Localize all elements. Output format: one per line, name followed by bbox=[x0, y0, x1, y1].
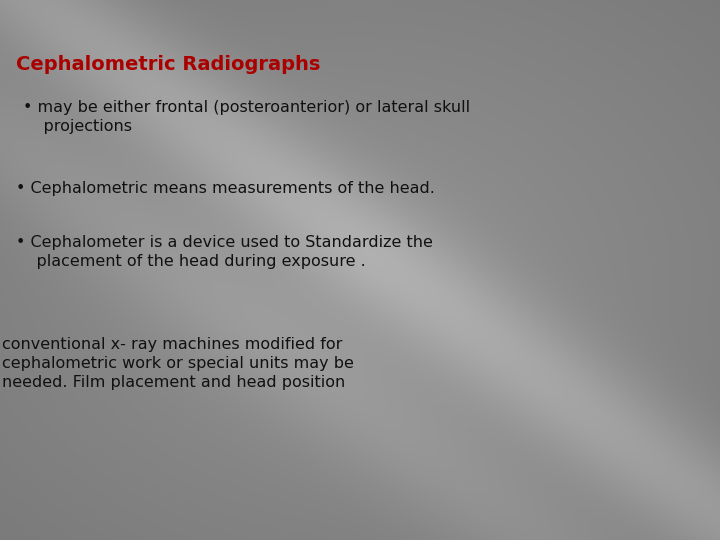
Text: • Cephalometric means measurements of the head.: • Cephalometric means measurements of th… bbox=[16, 181, 435, 196]
Text: conventional x- ray machines modified for
cephalometric work or special units ma: conventional x- ray machines modified fo… bbox=[2, 338, 354, 390]
Text: • may be either frontal (posteroanterior) or lateral skull
    projections: • may be either frontal (posteroanterior… bbox=[23, 100, 470, 133]
Text: • Cephalometer is a device used to Standardize the
    placement of the head dur: • Cephalometer is a device used to Stand… bbox=[16, 235, 433, 268]
Text: Cephalometric Radiographs: Cephalometric Radiographs bbox=[16, 55, 320, 74]
